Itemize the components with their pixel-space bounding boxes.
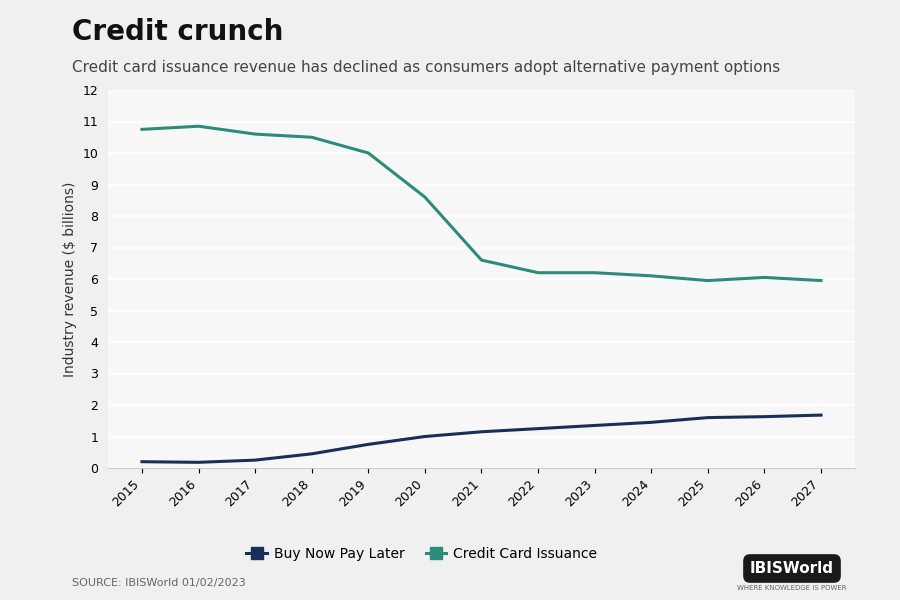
Text: SOURCE: IBISWorld 01/02/2023: SOURCE: IBISWorld 01/02/2023 — [72, 578, 246, 588]
Legend: Buy Now Pay Later, Credit Card Issuance: Buy Now Pay Later, Credit Card Issuance — [240, 542, 603, 567]
Y-axis label: Industry revenue ($ billions): Industry revenue ($ billions) — [63, 181, 76, 377]
Text: IBISWorld: IBISWorld — [750, 561, 834, 576]
Text: Credit card issuance revenue has declined as consumers adopt alternative payment: Credit card issuance revenue has decline… — [72, 60, 780, 75]
Text: WHERE KNOWLEDGE IS POWER: WHERE KNOWLEDGE IS POWER — [737, 585, 847, 591]
Text: Credit crunch: Credit crunch — [72, 18, 284, 46]
